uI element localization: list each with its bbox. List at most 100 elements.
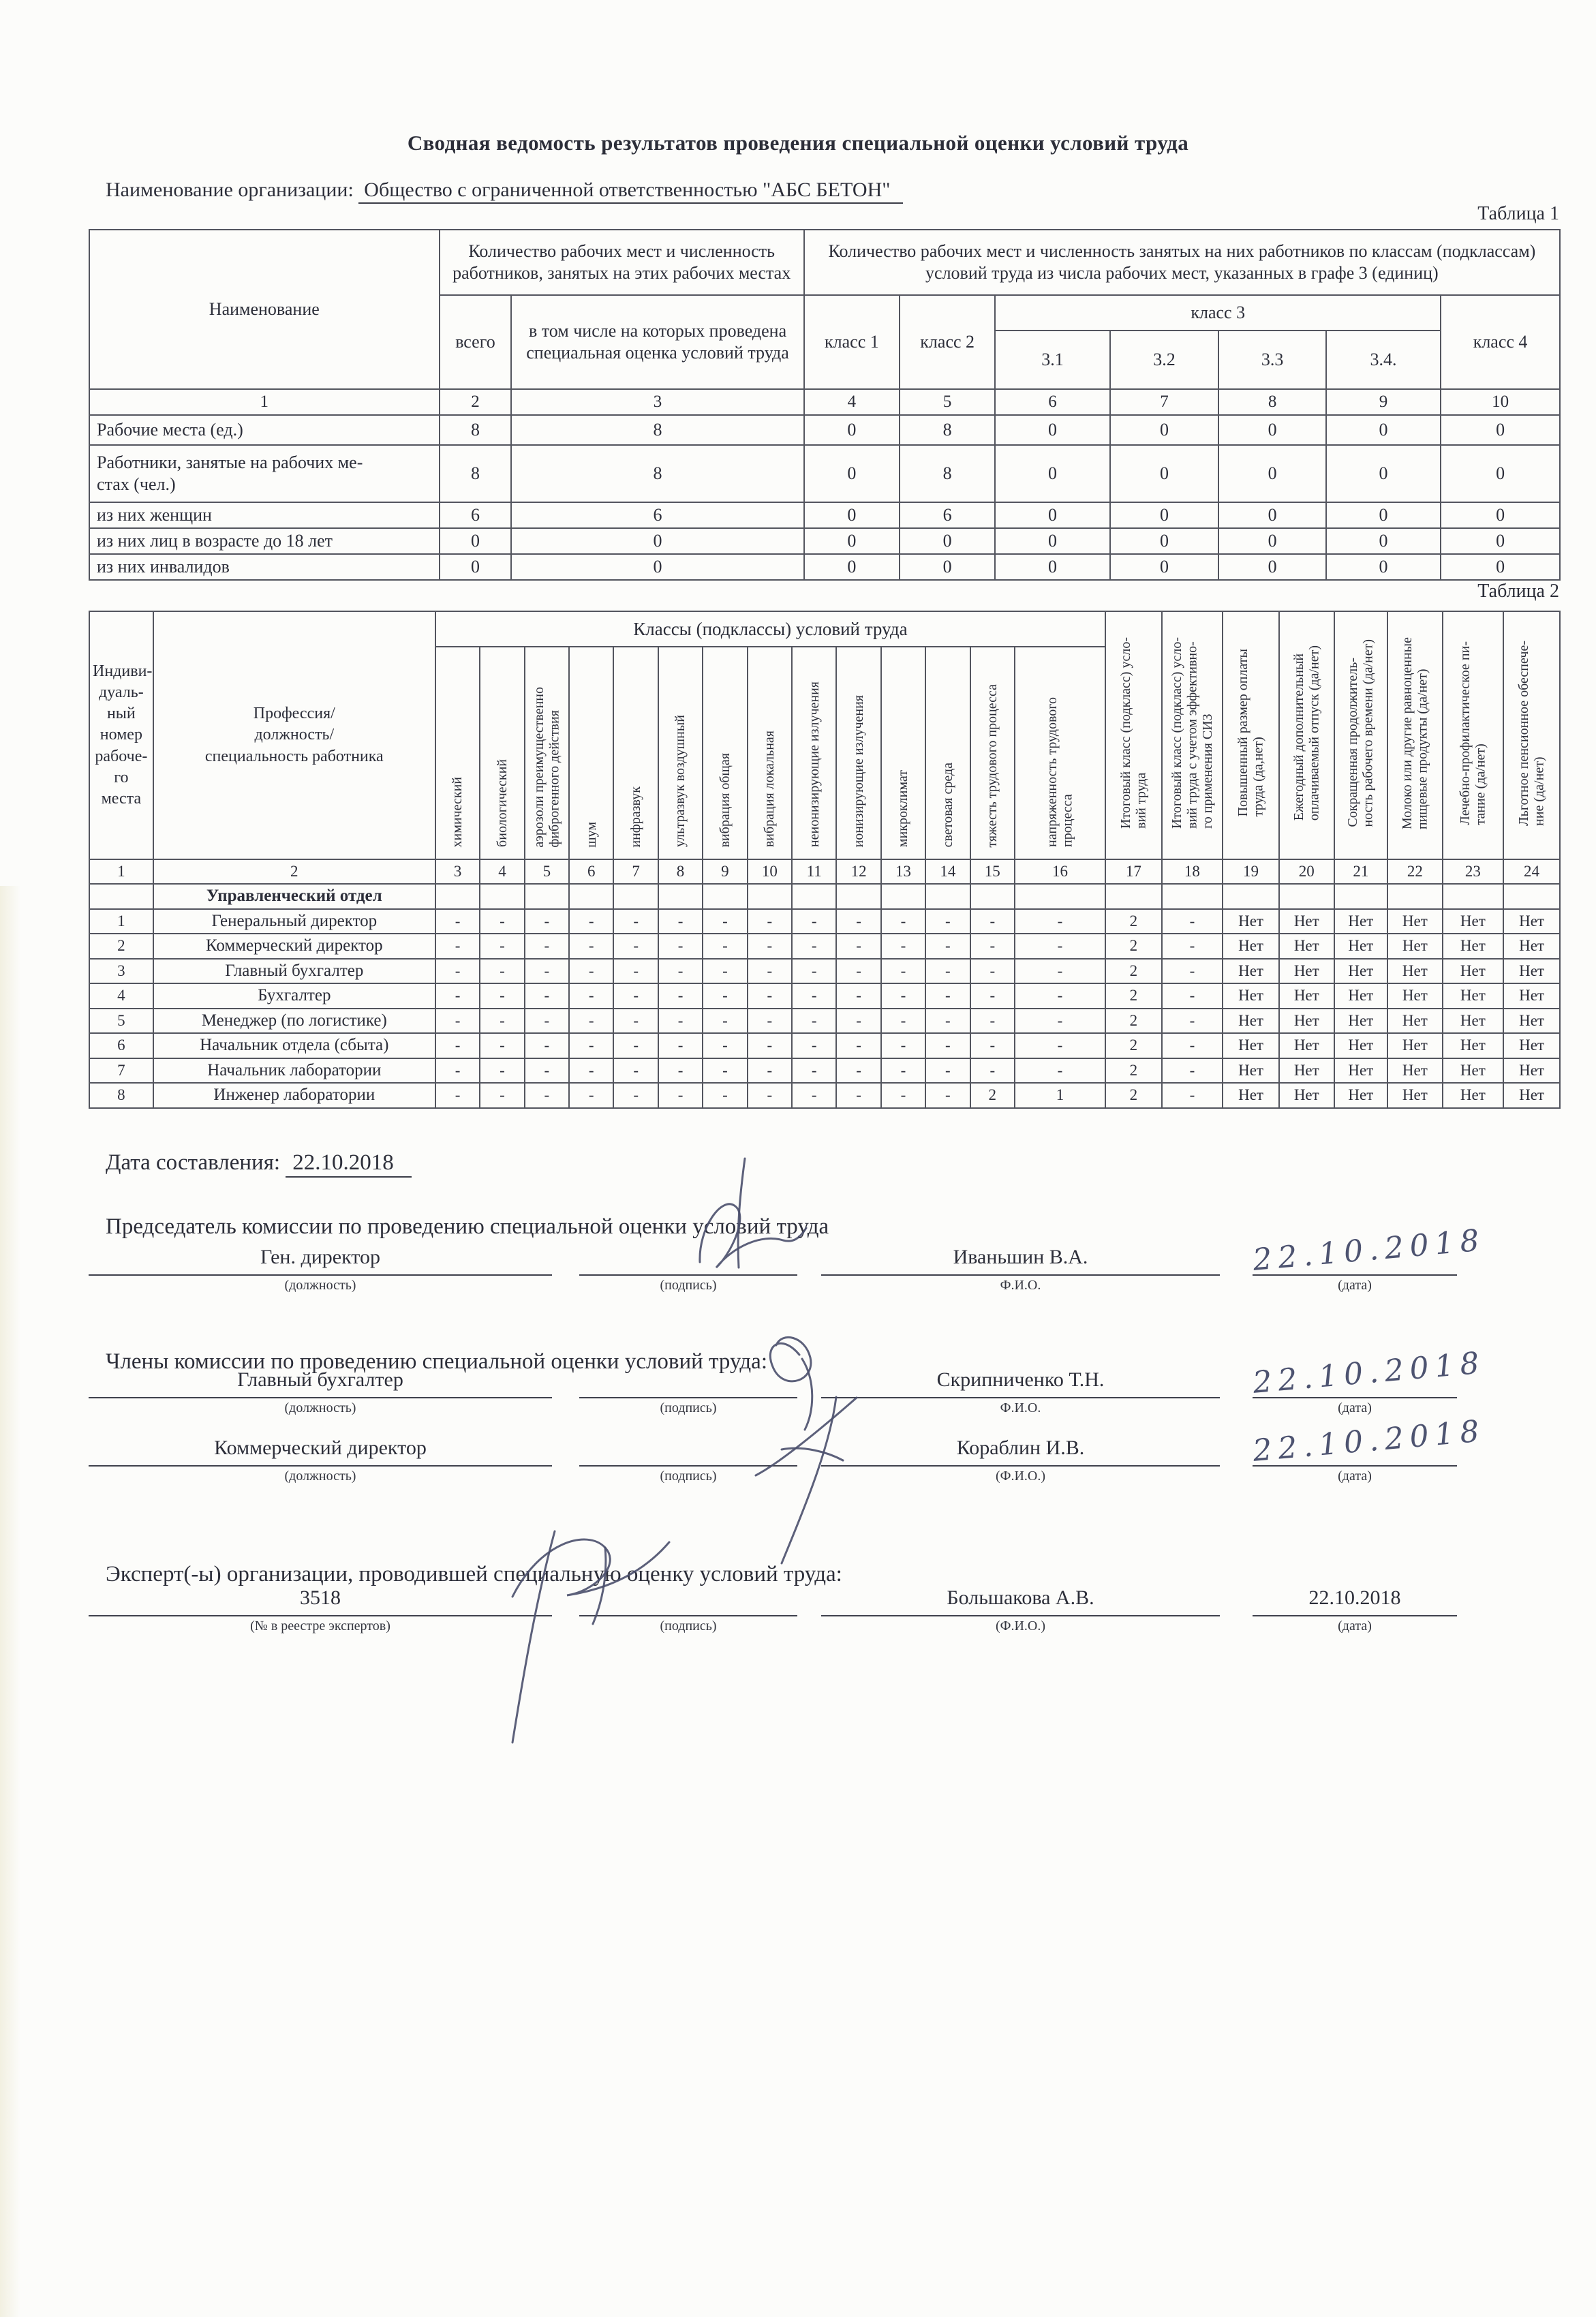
t1-value-r4-c6: 0	[994, 527, 1111, 555]
t2-factor-r8-c16: 1	[1013, 1082, 1106, 1109]
t1-row-label: из них лиц в возрасте до 18 лет	[89, 527, 440, 555]
t2-section-empty-3	[434, 883, 481, 910]
t2-factor-r4-c7: -	[613, 983, 659, 1009]
t2-benefit-r2-c23: Нет	[1441, 933, 1505, 960]
t2-factor-r4-c10: -	[746, 983, 793, 1009]
t2-factor-r6-c15: -	[969, 1032, 1015, 1059]
t1-row-label: Работники, занятые на рабочих ме- стах (…	[89, 444, 440, 503]
t2-factor-r4-c15: -	[969, 983, 1015, 1009]
t2-factor-r4-c3: -	[434, 983, 481, 1009]
signature-rule	[579, 1397, 797, 1398]
t2-row-num: 4	[89, 983, 154, 1009]
t1-header-group-right: Количество рабочих мест и численность за…	[803, 229, 1561, 296]
t2-factor-r5-c7: -	[613, 1007, 659, 1034]
t2-col-number-16: 16	[1013, 859, 1106, 885]
signature-rule	[579, 1274, 797, 1276]
t2-benefit-r2-c22: Нет	[1387, 933, 1443, 960]
t2-final-class-r2: 2	[1104, 933, 1163, 960]
t2-benefit-r8-c19: Нет	[1222, 1082, 1280, 1109]
t2-factor-r7-c15: -	[969, 1057, 1015, 1084]
t2-factor-r3-c11: -	[791, 957, 838, 984]
document-title: Сводная ведомость результатов проведения…	[407, 131, 1189, 155]
expert-heading: Эксперт(-ы) организации, проводившей спе…	[106, 1562, 842, 1586]
t1-col-number-4: 4	[803, 388, 901, 416]
t2-header-factor-3: химический	[434, 646, 481, 860]
t2-factor-r7-c6: -	[568, 1057, 615, 1084]
t2-row-profession: Менеджер (по логистике)	[152, 1007, 436, 1034]
t2-header-right-col-text-21: Сокращенная продолжитель- ность рабочего…	[1345, 639, 1376, 827]
sig-row-3-position-field: Коммерческий директор (должность)	[89, 1431, 552, 1484]
t2-factor-r3-c3: -	[434, 957, 481, 984]
t2-section-empty-18	[1161, 883, 1224, 910]
sig-row-4-position-field: 3518 (№ в реестре экспертов)	[89, 1581, 552, 1634]
t2-factor-r7-c11: -	[791, 1057, 838, 1084]
t1-value-r1-c5: 8	[899, 414, 996, 446]
t2-factor-r3-c15: -	[969, 957, 1015, 984]
t1-col-number-6: 6	[994, 388, 1111, 416]
t2-factor-r2-c6: -	[568, 933, 615, 960]
sig-row-4-fio-label: (Ф.И.О.)	[995, 1618, 1045, 1633]
compilation-date-value: 22.10.2018	[286, 1150, 412, 1178]
sig-row-2-date-label: (дата)	[1338, 1400, 1372, 1415]
t2-factor-r4-c11: -	[791, 983, 838, 1009]
t1-value-r5-c3: 0	[510, 553, 805, 581]
t2-col-number-14: 14	[925, 859, 971, 885]
t1-row-3: из них женщин 6 6 0 6 0 0 0 0 0	[89, 502, 1561, 529]
t2-row-num: 8	[89, 1082, 154, 1109]
t2-header-factor-8: ультразвук воздушный	[657, 646, 704, 860]
t2-col-number-21: 21	[1333, 859, 1389, 885]
t2-section-empty-8	[657, 883, 704, 910]
t2-header-right-col-18: Итоговый класс (подкласс) усло- вий труд…	[1161, 611, 1224, 860]
t2-row-num: 6	[89, 1032, 154, 1059]
t2-factor-r3-c13: -	[880, 957, 927, 984]
t2-factor-r7-c9: -	[702, 1057, 748, 1084]
t2-factor-r8-c10: -	[746, 1082, 793, 1109]
t2-section-title: Управленческий отдел	[152, 883, 436, 910]
sig-row-4-position-label: (№ в реестре экспертов)	[250, 1618, 390, 1633]
sig-row-4-signature-field: (подпись)	[579, 1581, 797, 1634]
t1-col-number-2: 2	[438, 388, 512, 416]
t2-benefit-r1-c24: Нет	[1503, 908, 1561, 934]
sig-row-1-position-field: Ген. директор (должность)	[89, 1240, 552, 1293]
t2-benefit-r3-c19: Нет	[1222, 957, 1280, 984]
t1-value-r3-c3: 6	[510, 502, 805, 529]
sig-row-2-signature-field: (подпись)	[579, 1363, 797, 1416]
t1-value-r2-c2: 8	[438, 444, 512, 503]
t2-factor-r4-c12: -	[835, 983, 882, 1009]
t2-final-class-r1: 2	[1104, 908, 1163, 934]
t2-row-num: 1	[89, 908, 154, 934]
t2-factor-r4-c4: -	[479, 983, 525, 1009]
sig-row-3-signature-field: (подпись)	[579, 1431, 797, 1484]
t2-row-7: 7 Начальник лаборатории - - - - - - - - - - - - - -2- Не…	[89, 1057, 1561, 1084]
t2-section-empty-24	[1503, 883, 1561, 910]
t2-benefit-r7-c19: Нет	[1222, 1057, 1280, 1084]
t2-section-empty-22	[1387, 883, 1443, 910]
sig-row-4-fio-field: Большакова А.В. (Ф.И.О.)	[821, 1581, 1220, 1634]
t2-row-profession: Коммерческий директор	[152, 933, 436, 960]
t2-factor-r3-c10: -	[746, 957, 793, 984]
t1-row-4: из них лиц в возрасте до 18 лет 0 0 0 0 0 0 0 0 0	[89, 527, 1561, 555]
t2-row-profession: Генеральный директор	[152, 908, 436, 934]
t2-col-number-3: 3	[434, 859, 481, 885]
t2-factor-r2-c7: -	[613, 933, 659, 960]
t2-header-factor-10: вибрация локальная	[746, 646, 793, 860]
t2-factor-r6-c13: -	[880, 1032, 927, 1059]
t2-factor-r6-c4: -	[479, 1032, 525, 1059]
t2-header-factor-text-15: тяжесть трудового процесса	[985, 684, 1000, 848]
t2-header-right-col-text-18: Итоговый класс (подкласс) усло- вий труд…	[1169, 637, 1215, 829]
sig-row-3-position-value: Коммерческий директор	[214, 1437, 427, 1459]
t1-value-r1-c6: 0	[994, 414, 1111, 446]
t2-col-number-12: 12	[835, 859, 882, 885]
t1-value-r5-c7: 0	[1109, 553, 1220, 581]
t2-factor-r7-c8: -	[657, 1057, 704, 1084]
t2-section-empty-5	[523, 883, 570, 910]
t1-row-label: из них женщин	[89, 502, 440, 529]
t2-factor-r5-c3: -	[434, 1007, 481, 1034]
t2-final-class-r8: 2	[1104, 1082, 1163, 1109]
t2-benefit-r7-c22: Нет	[1387, 1057, 1443, 1084]
t2-benefit-r5-c23: Нет	[1441, 1007, 1505, 1034]
t2-factor-r3-c7: -	[613, 957, 659, 984]
t1-value-r4-c7: 0	[1109, 527, 1220, 555]
t2-benefit-r1-c19: Нет	[1222, 908, 1280, 934]
t1-col-number-7: 7	[1109, 388, 1220, 416]
